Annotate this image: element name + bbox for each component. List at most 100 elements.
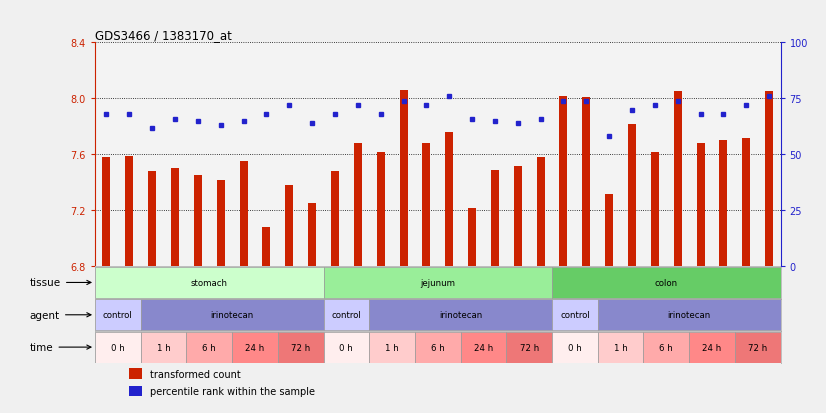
Bar xyxy=(598,332,643,363)
Bar xyxy=(324,43,346,267)
Bar xyxy=(712,43,735,267)
Text: GDS3466 / 1383170_at: GDS3466 / 1383170_at xyxy=(95,29,232,42)
Bar xyxy=(575,43,598,267)
Bar xyxy=(689,332,735,363)
Text: jejunum: jejunum xyxy=(420,278,455,287)
Bar xyxy=(483,43,506,267)
Text: transformed count: transformed count xyxy=(150,369,240,379)
Bar xyxy=(743,138,750,267)
Bar xyxy=(422,144,430,267)
Bar xyxy=(514,166,522,267)
Text: 24 h: 24 h xyxy=(702,343,722,352)
Bar xyxy=(628,124,636,267)
Bar xyxy=(308,204,316,267)
Bar xyxy=(735,43,757,267)
Bar xyxy=(369,43,392,267)
Bar xyxy=(598,43,620,267)
Bar xyxy=(552,299,598,330)
Bar xyxy=(285,186,293,267)
Bar xyxy=(598,299,781,330)
Bar xyxy=(95,299,140,330)
Text: 1 h: 1 h xyxy=(157,343,170,352)
Bar xyxy=(552,267,781,298)
Bar xyxy=(605,194,613,267)
Bar xyxy=(552,332,598,363)
Text: 0 h: 0 h xyxy=(111,343,125,352)
Bar xyxy=(415,332,461,363)
Text: 6 h: 6 h xyxy=(202,343,216,352)
Text: colon: colon xyxy=(655,278,678,287)
Bar xyxy=(278,332,324,363)
Text: 1 h: 1 h xyxy=(385,343,399,352)
Bar xyxy=(216,180,225,267)
Text: control: control xyxy=(103,311,133,320)
Bar xyxy=(674,92,681,267)
Bar xyxy=(400,91,407,267)
Bar xyxy=(689,43,712,267)
Bar xyxy=(148,172,156,267)
Bar xyxy=(102,158,111,267)
Text: 72 h: 72 h xyxy=(748,343,767,352)
Bar xyxy=(129,369,141,379)
Bar xyxy=(719,141,728,267)
Bar xyxy=(240,162,248,267)
Bar xyxy=(324,332,369,363)
Bar xyxy=(171,169,179,267)
Bar xyxy=(559,96,567,267)
Bar xyxy=(735,332,781,363)
Bar xyxy=(438,43,461,267)
Bar xyxy=(582,98,591,267)
Text: irinotecan: irinotecan xyxy=(439,311,482,320)
Bar xyxy=(232,43,255,267)
Bar xyxy=(765,92,773,267)
Bar xyxy=(140,299,324,330)
Bar xyxy=(95,267,324,298)
Bar xyxy=(620,43,643,267)
Text: irinotecan: irinotecan xyxy=(667,311,711,320)
Text: 24 h: 24 h xyxy=(474,343,493,352)
Bar xyxy=(354,144,362,267)
Bar xyxy=(126,157,133,267)
Bar xyxy=(140,43,164,267)
Text: 6 h: 6 h xyxy=(431,343,444,352)
Bar xyxy=(232,332,278,363)
Bar xyxy=(643,332,689,363)
Bar xyxy=(445,133,453,267)
Bar xyxy=(118,43,140,267)
Bar xyxy=(129,386,141,396)
Bar xyxy=(369,332,415,363)
Bar xyxy=(263,228,270,267)
Bar xyxy=(369,299,552,330)
Bar xyxy=(643,43,667,267)
Bar xyxy=(491,170,499,267)
Bar xyxy=(461,43,483,267)
Bar xyxy=(529,43,552,267)
Bar xyxy=(651,152,659,267)
Bar xyxy=(377,152,385,267)
Bar xyxy=(757,43,781,267)
Text: irinotecan: irinotecan xyxy=(211,311,254,320)
Text: control: control xyxy=(331,311,361,320)
Text: 1 h: 1 h xyxy=(614,343,628,352)
Bar xyxy=(667,43,689,267)
Bar xyxy=(95,332,140,363)
Bar xyxy=(324,267,552,298)
Text: 72 h: 72 h xyxy=(520,343,539,352)
Bar xyxy=(194,176,202,267)
Bar xyxy=(461,332,506,363)
Bar xyxy=(187,332,232,363)
Bar xyxy=(278,43,301,267)
Bar xyxy=(552,43,575,267)
Text: agent: agent xyxy=(30,310,91,320)
Bar xyxy=(209,43,232,267)
Bar xyxy=(331,172,339,267)
Text: 72 h: 72 h xyxy=(291,343,311,352)
Bar xyxy=(301,43,324,267)
Text: stomach: stomach xyxy=(191,278,228,287)
Bar xyxy=(346,43,369,267)
Bar xyxy=(696,144,705,267)
Bar xyxy=(255,43,278,267)
Text: percentile rank within the sample: percentile rank within the sample xyxy=(150,386,315,396)
Bar xyxy=(95,43,118,267)
Text: control: control xyxy=(560,311,590,320)
